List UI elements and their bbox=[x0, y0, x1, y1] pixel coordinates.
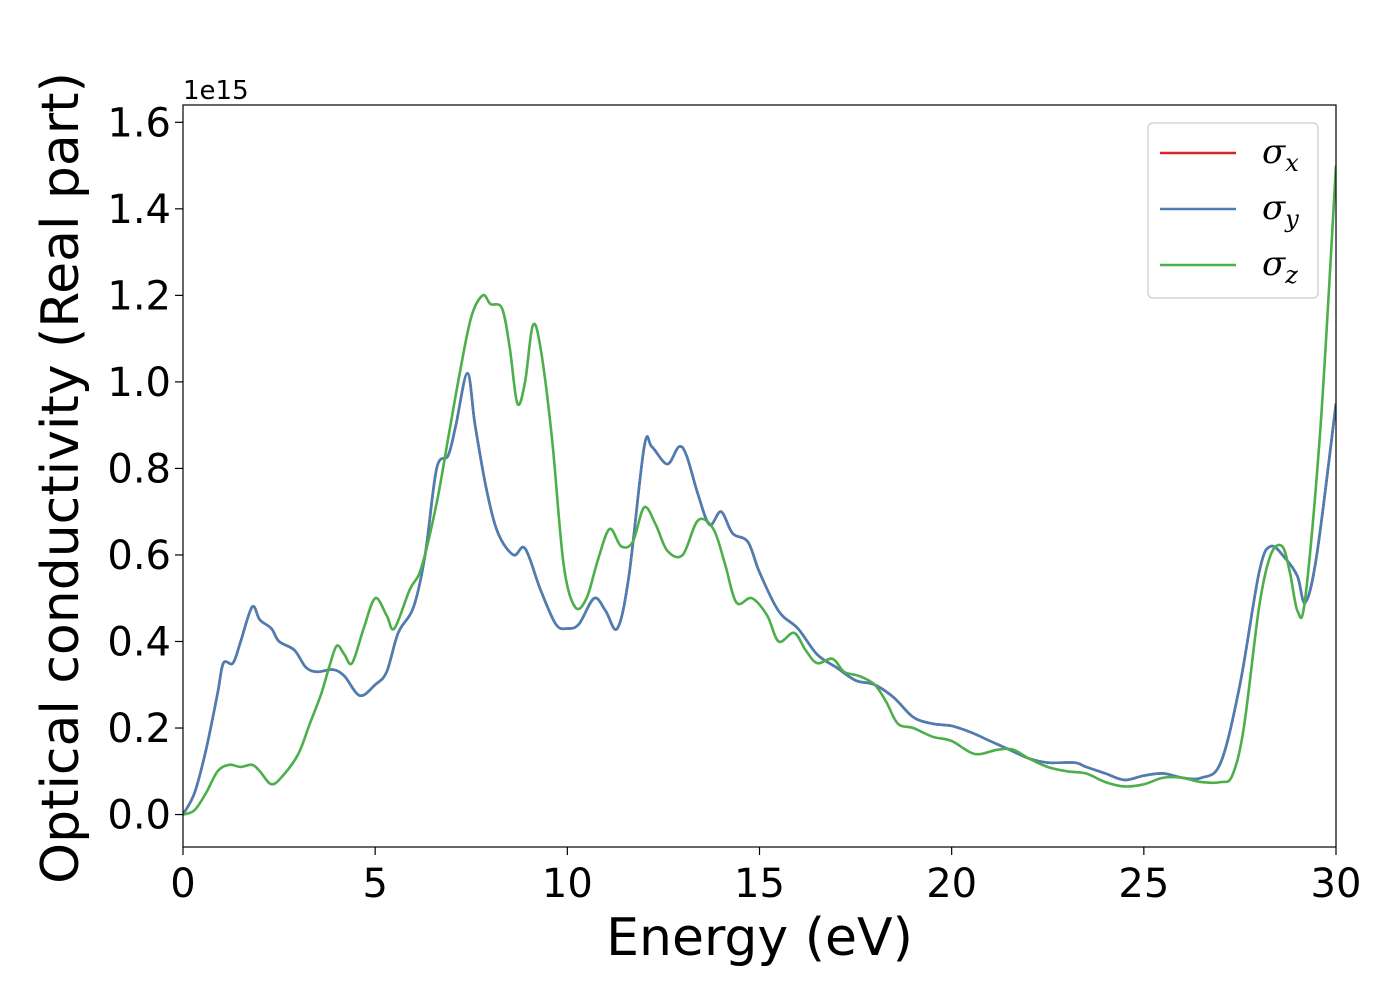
x-tick-label: 10 bbox=[542, 861, 593, 907]
series-layer bbox=[183, 165, 1336, 816]
y-tick-label: 0.4 bbox=[107, 619, 171, 665]
y-tick-label: 0.2 bbox=[107, 706, 171, 752]
y-tick-label: 1.2 bbox=[107, 273, 171, 319]
x-tick-label: 5 bbox=[362, 861, 387, 907]
y-tick-label: 0.6 bbox=[107, 533, 171, 579]
legend-label-x: σx bbox=[1262, 132, 1299, 177]
legend-label-y: σy bbox=[1262, 188, 1299, 233]
x-axis-label: Energy (eV) bbox=[606, 908, 913, 968]
x-tick-label: 25 bbox=[1118, 861, 1169, 907]
legend-label-z: σz bbox=[1262, 244, 1298, 289]
y-axis-label: Optical conductivity (Real part) bbox=[31, 72, 91, 884]
x-tick-label: 0 bbox=[170, 861, 195, 907]
y-tick-label: 1.6 bbox=[107, 100, 171, 146]
series-line-z bbox=[183, 165, 1336, 816]
y-tick-label: 0.0 bbox=[107, 793, 171, 839]
y-offset-label: 1e15 bbox=[183, 76, 249, 106]
y-tick-label: 1.4 bbox=[107, 187, 171, 233]
x-tick-label: 30 bbox=[1311, 861, 1362, 907]
axes-layer: 0 5 10 15 20 25 30 0.0 0.2 0.4 0.6 0.8 1.0 1.2 1.4 1.6 1… bbox=[31, 72, 1361, 968]
y-tick-label: 0.8 bbox=[107, 446, 171, 492]
y-tick-label: 1.0 bbox=[107, 360, 171, 406]
x-tick-label: 15 bbox=[734, 861, 785, 907]
x-tick-label: 20 bbox=[926, 861, 977, 907]
legend: σx σy σz bbox=[1147, 122, 1319, 299]
series-line-y bbox=[183, 371, 1336, 816]
legend-box bbox=[1147, 122, 1319, 299]
